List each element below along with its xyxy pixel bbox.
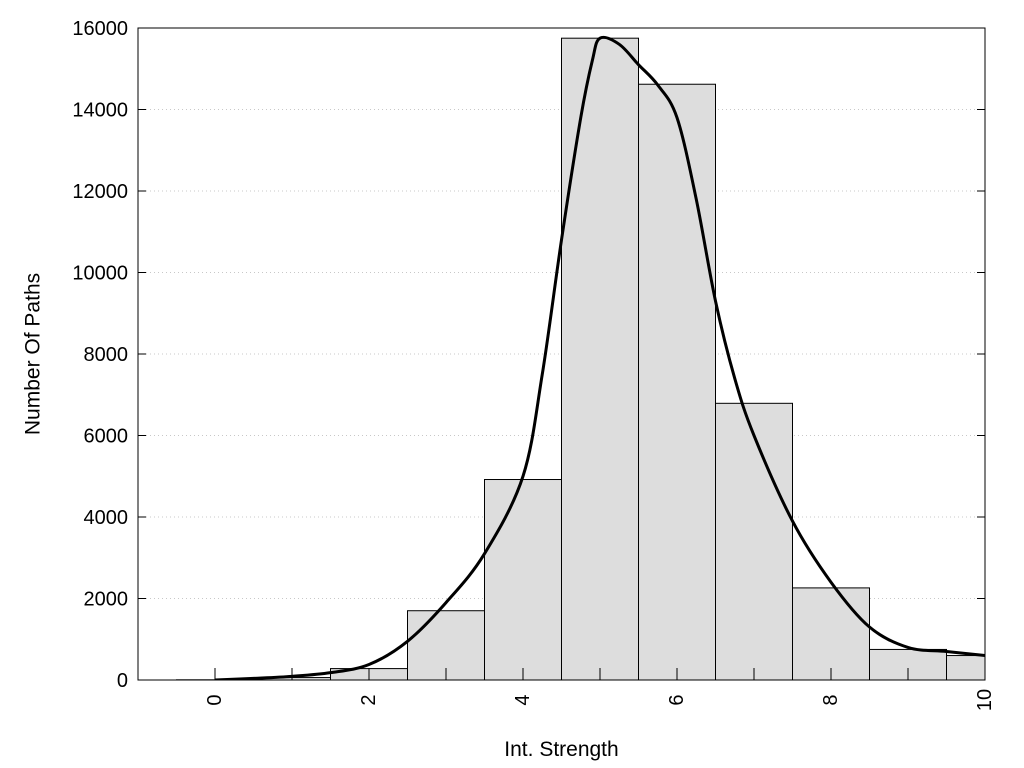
x-tick-label: 10 xyxy=(974,689,996,711)
y-tick-label: 6000 xyxy=(84,426,129,448)
x-tick-label: 6 xyxy=(666,694,688,705)
y-tick-label: 16000 xyxy=(72,18,128,40)
x-axis: 0 2 4 6 8 10 xyxy=(204,668,996,711)
y-tick-label: 12000 xyxy=(72,181,128,203)
x-tick-label: 0 xyxy=(204,694,226,705)
density-curve xyxy=(214,35,985,680)
y-axis: 0 2000 4000 6000 8000 10000 12000 14000 16000 xyxy=(72,18,985,692)
histogram-bar xyxy=(484,479,562,680)
y-tick-label: 0 xyxy=(117,670,128,692)
histogram-bar xyxy=(561,37,639,680)
x-tick-label: 8 xyxy=(820,694,842,705)
x-tick-label: 2 xyxy=(358,694,380,705)
histogram-bar xyxy=(946,655,985,680)
y-tick-label: 2000 xyxy=(84,589,129,611)
y-axis-title: Number Of Paths xyxy=(22,273,45,435)
histogram-bars xyxy=(176,37,985,680)
histogram-bar xyxy=(792,587,870,680)
histogram-bar xyxy=(638,83,716,680)
y-tick-label: 10000 xyxy=(72,263,128,285)
histogram-bar xyxy=(869,648,947,680)
y-tick-label: 4000 xyxy=(84,507,129,529)
y-tick-label: 8000 xyxy=(84,344,129,366)
x-axis-title: Int. Strength xyxy=(504,738,618,761)
histogram-bar xyxy=(715,402,793,680)
x-tick-label: 4 xyxy=(512,694,534,705)
y-tick-label: 14000 xyxy=(72,100,128,122)
density-curve-layer xyxy=(214,35,985,680)
